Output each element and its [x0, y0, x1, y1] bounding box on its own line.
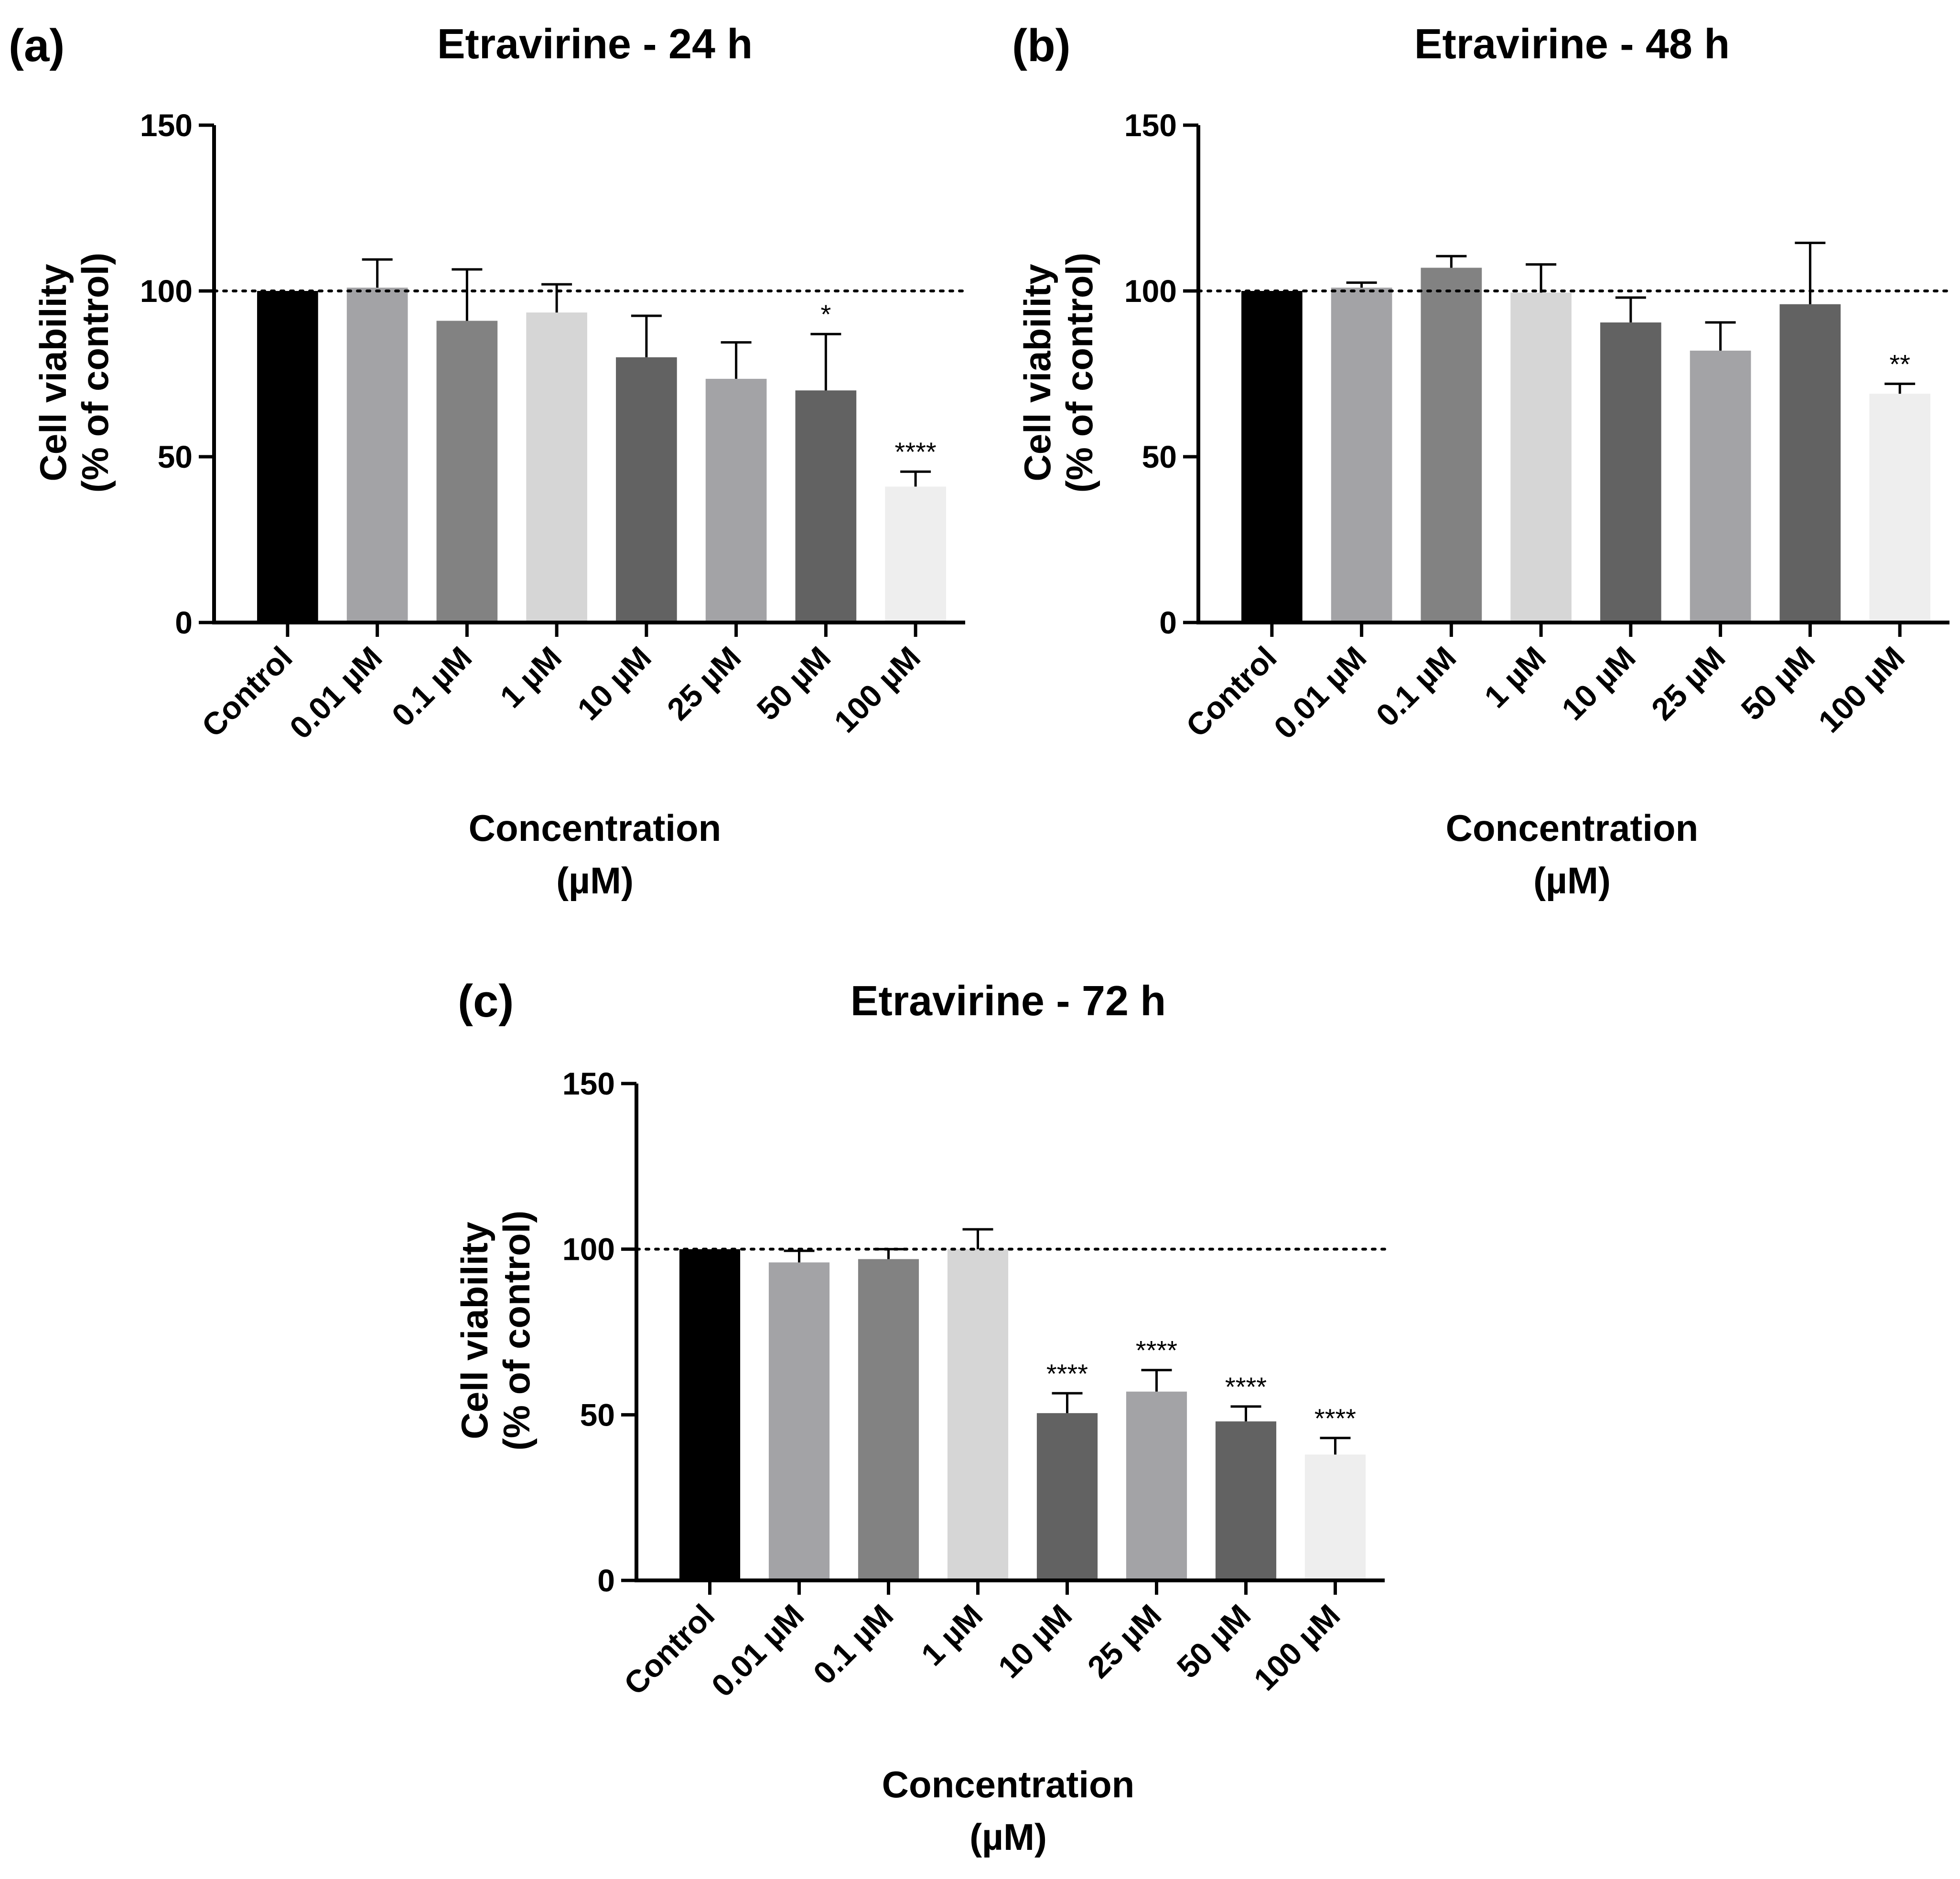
p0-xlabel-line-1: (µM) — [556, 859, 634, 902]
p2-significance-4: **** — [1046, 1358, 1088, 1388]
p2-significance-7: **** — [1314, 1403, 1356, 1433]
p1-category-label-7: 100 µM — [1811, 640, 1911, 740]
p0-significance-6: * — [820, 299, 831, 329]
p2-bar-6 — [1215, 1421, 1277, 1580]
p0-category-label-0: Control — [195, 640, 299, 744]
p2-bar-3 — [947, 1249, 1009, 1580]
p2-category-label-4: 10 µM — [991, 1598, 1078, 1685]
p0-bar-6 — [795, 390, 857, 623]
p1-bar-7 — [1869, 394, 1930, 623]
p1-bar-6 — [1779, 304, 1841, 623]
p0-title: Etravirine - 24 h — [437, 20, 753, 67]
p0-category-label-5: 25 µM — [660, 640, 748, 727]
p2-bar-2 — [858, 1259, 919, 1580]
p1-bar-5 — [1690, 350, 1751, 623]
p0-category-label-3: 1 µM — [493, 640, 568, 715]
p0-bar-5 — [705, 378, 767, 623]
p1-category-label-5: 25 µM — [1645, 640, 1732, 727]
p1-ytick-label-3: 150 — [1124, 107, 1177, 143]
p2-bar-5 — [1126, 1391, 1187, 1580]
p2-bar-4 — [1036, 1413, 1098, 1580]
p1-title: Etravirine - 48 h — [1414, 20, 1730, 67]
p1-xlabel-line-0: Concentration — [1446, 807, 1699, 849]
p0-category-label-7: 100 µM — [827, 640, 927, 740]
p0-category-label-6: 50 µM — [750, 640, 837, 727]
p1-bar-4 — [1600, 322, 1661, 623]
p1-ylabel-line-0: Cell viability — [1016, 264, 1058, 481]
p2-category-label-6: 50 µM — [1170, 1598, 1257, 1685]
p1-ytick-label-1: 50 — [1142, 439, 1177, 474]
p0-ylabel-line-1: (% of control) — [74, 253, 116, 493]
p2-xlabel-line-0: Concentration — [882, 1763, 1135, 1805]
panel-a-label: (a) — [9, 20, 65, 71]
p0-category-label-2: 0.1 µM — [385, 640, 478, 733]
p0-ytick-label-2: 100 — [140, 273, 193, 309]
p1-category-label-4: 10 µM — [1555, 640, 1642, 727]
p2-bar-1 — [768, 1262, 830, 1580]
p2-bar-0 — [679, 1249, 741, 1580]
p0-bar-1 — [346, 288, 408, 623]
p0-xlabel-line-0: Concentration — [469, 807, 722, 849]
p1-ylabel-line-1: (% of control) — [1058, 253, 1100, 493]
p2-significance-5: **** — [1136, 1335, 1177, 1365]
p1-category-label-3: 1 µM — [1477, 640, 1552, 715]
p1-category-label-1: 0.01 µM — [1267, 640, 1373, 746]
p2-ytick-label-3: 150 — [562, 1066, 615, 1101]
p1-category-label-2: 0.1 µM — [1369, 640, 1463, 733]
panel-c-label: (c) — [458, 976, 514, 1027]
p0-bar-7 — [885, 486, 946, 623]
panel-b-label: (b) — [1012, 20, 1071, 71]
p2-title: Etravirine - 72 h — [851, 977, 1166, 1024]
p2-ytick-label-0: 0 — [597, 1563, 615, 1598]
p1-bar-2 — [1421, 268, 1482, 623]
p0-category-label-1: 0.01 µM — [283, 640, 389, 746]
p0-significance-7: **** — [895, 437, 937, 467]
p2-ylabel-line-0: Cell viability — [453, 1222, 495, 1439]
p2-category-label-3: 1 µM — [914, 1598, 989, 1673]
p2-ytick-label-2: 100 — [562, 1232, 615, 1267]
p2-xlabel-line-1: (µM) — [969, 1816, 1047, 1858]
p1-bar-0 — [1241, 291, 1303, 623]
p2-category-label-7: 100 µM — [1247, 1598, 1346, 1697]
p0-ytick-label-1: 50 — [158, 439, 193, 474]
p2-category-label-1: 0.01 µM — [705, 1598, 811, 1704]
p2-category-label-5: 25 µM — [1080, 1598, 1168, 1685]
p1-bar-1 — [1331, 288, 1392, 623]
p0-ylabel-line-0: Cell viability — [32, 264, 74, 481]
p2-bar-7 — [1304, 1454, 1366, 1580]
p1-ytick-label-0: 0 — [1159, 605, 1177, 640]
p1-ytick-label-2: 100 — [1124, 273, 1177, 309]
p1-bar-3 — [1510, 292, 1572, 623]
p0-category-label-4: 10 µM — [571, 640, 658, 727]
p2-category-label-2: 0.1 µM — [806, 1598, 900, 1691]
p2-category-label-0: Control — [617, 1598, 721, 1702]
p0-bar-4 — [616, 357, 677, 623]
p1-category-label-0: Control — [1179, 640, 1283, 744]
p0-ytick-label-0: 0 — [175, 605, 193, 640]
p2-significance-6: **** — [1225, 1372, 1267, 1402]
p0-ytick-label-3: 150 — [140, 107, 193, 143]
p1-xlabel-line-1: (µM) — [1533, 859, 1611, 902]
p2-ylabel-line-1: (% of control) — [495, 1211, 538, 1451]
p2-ytick-label-1: 50 — [580, 1397, 615, 1432]
p0-bar-2 — [436, 321, 498, 623]
p0-bar-0 — [257, 291, 318, 623]
p1-category-label-6: 50 µM — [1734, 640, 1821, 727]
p0-bar-3 — [526, 312, 587, 623]
p1-significance-7: ** — [1889, 349, 1910, 379]
